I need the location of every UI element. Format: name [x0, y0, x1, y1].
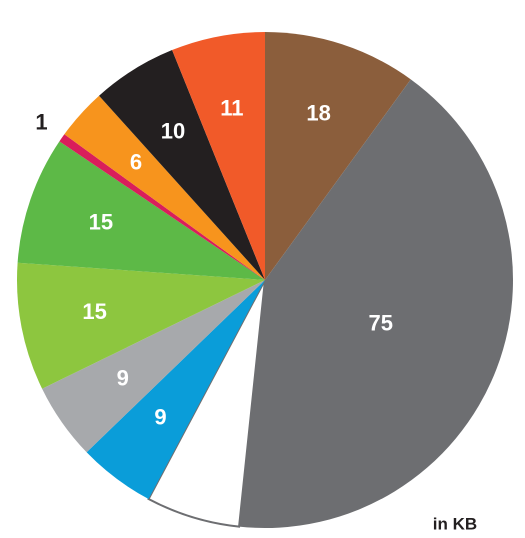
data-label: 9 — [117, 365, 129, 390]
pie-slice — [86, 280, 265, 499]
data-label: 18 — [306, 101, 330, 126]
data-label: 15 — [89, 209, 113, 234]
pie-slice — [17, 141, 266, 280]
data-label: 11 — [220, 95, 243, 120]
pie-slice — [16, 262, 265, 389]
data-label: 10 — [161, 119, 185, 144]
pie-slice — [147, 279, 266, 528]
pie-slice — [172, 32, 265, 280]
annotation: in KB — [433, 514, 477, 533]
pie-slice — [59, 134, 265, 280]
data-label: 1 — [35, 109, 47, 134]
pie-slice — [265, 32, 411, 280]
pie-slice — [239, 79, 513, 529]
pie-slice — [64, 95, 265, 281]
pie-slice — [99, 50, 266, 280]
data-label: 9 — [154, 404, 166, 429]
data-label: 75 — [369, 310, 393, 335]
data-label: 15 — [82, 299, 106, 324]
data-label: 6 — [130, 150, 142, 175]
pie-slice — [42, 280, 265, 453]
